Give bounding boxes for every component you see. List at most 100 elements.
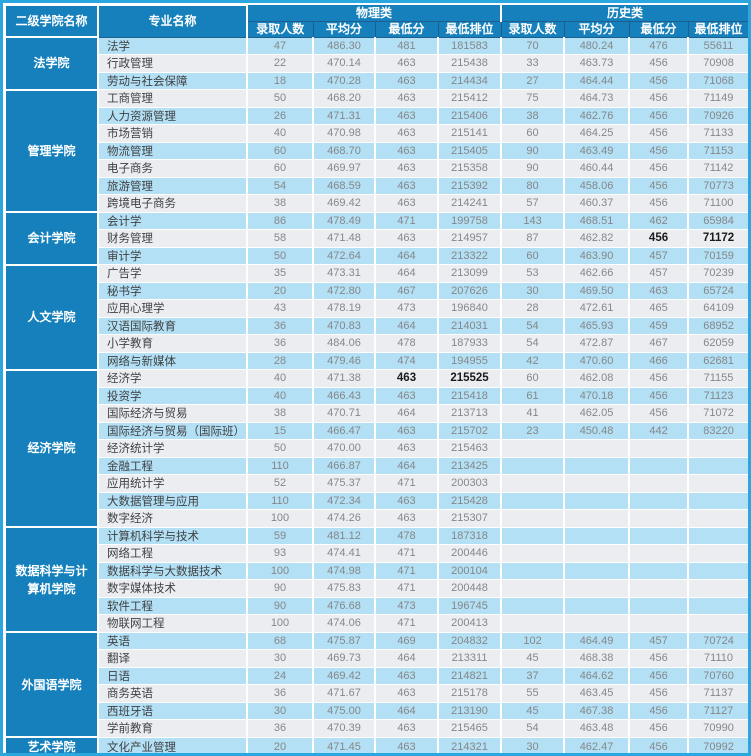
major-cell: 汉语国际教育 [98,317,248,335]
history-min-cell [629,509,690,528]
history-group-header: 历史类 [500,4,748,22]
history-count-cell: 57 [501,194,566,213]
history-min-cell: 456 [629,124,690,143]
history-rank-cell: 70239 [688,264,748,283]
history-avg-cell: 462.82 [564,229,631,248]
physics-rank-cell: 196840 [438,299,503,318]
physics-min-cell: 473 [375,299,439,318]
major-column-header: 专业名称 [97,4,248,38]
physics-count-cell: 43 [247,299,314,318]
history-avg-cell: 462.47 [564,737,631,753]
table-row: 西班牙语 30 475.00 464 213190 45 467.38 456 71127 [5,702,748,720]
physics-count-cell: 40 [247,369,314,388]
physics-count-cell: 90 [247,579,314,598]
physics-rank-cell: 215412 [438,89,503,108]
history-min-cell: 466 [629,352,690,370]
history-avg-cell: 460.44 [564,159,631,178]
physics-rank-cell: 196745 [438,597,503,615]
physics-avg-cell: 478.19 [313,299,376,318]
table-row: 物联网工程 100 474.06 471 200413 [5,614,748,633]
table-row: 行政管理 22 470.14 463 215438 33 463.73 456 70908 [5,54,748,73]
history-min-cell: 463 [629,282,690,300]
physics-avg-cell: 472.64 [313,247,376,265]
physics-avg-cell: 470.28 [313,72,376,90]
physics-avg-cell: 475.83 [313,579,376,598]
table-row: 管理学院 工商管理 50 468.20 463 215412 75 464.73 456 7114… [4,88,748,213]
table-row: 网络工程 93 474.41 471 200446 [5,544,748,563]
history-rank-cell: 71155 [688,369,748,388]
physics-min-cell: 463 [375,177,439,195]
physics-rank-cell: 200446 [438,544,503,563]
physics-min-cell: 471 [375,212,439,230]
physics-avg-cell: 473.31 [313,264,376,283]
history-avg-cell: 463.73 [564,54,631,73]
history-rank-cell: 70992 [688,737,748,753]
history-min-cell: 456 [629,387,690,405]
physics-count-cell: 30 [247,649,314,668]
history-avg-cell: 462.05 [564,404,631,423]
history-avg-cell [564,492,631,510]
history-count-cell: 27 [501,72,566,90]
major-cell: 应用心理学 [98,299,248,318]
physics-count-cell: 20 [247,282,314,300]
college-cell: 管理学院 [4,88,99,213]
history-rank-cell: 71142 [688,159,748,178]
major-cell: 商务英语 [98,684,248,703]
physics-rank-cell: 213322 [438,247,503,265]
physics-avg-cell: 478.49 [313,212,376,230]
physics-avg-cell: 468.59 [313,177,376,195]
physics-min-cell: 464 [375,317,439,335]
history-count-cell: 42 [501,352,566,370]
physics-avg-cell: 474.06 [313,614,376,633]
physics-count-cell: 68 [247,632,314,650]
history-rank-cell: 68952 [688,317,748,335]
history-avg-cell: 464.62 [564,667,631,685]
history-count-cell [501,474,566,493]
physics-min-header: 最低分 [374,21,439,38]
physics-count-cell: 20 [247,737,314,753]
history-count-cell: 87 [501,229,566,248]
physics-rank-cell: 194955 [438,352,503,370]
history-count-cell: 60 [501,247,566,265]
table-row: 网络与新媒体 28 479.46 474 194955 42 470.60 466 62681 [5,352,748,370]
history-rank-cell: 64109 [688,299,748,318]
physics-rank-cell: 215358 [438,159,503,178]
physics-count-cell: 100 [247,614,314,633]
history-avg-cell: 463.48 [564,719,631,738]
major-cell: 秘书学 [98,282,248,300]
physics-group-header: 物理类 [245,4,503,22]
major-cell: 学前教育 [98,719,248,738]
physics-avg-cell: 474.26 [313,509,376,528]
history-min-cell: 456 [629,159,690,178]
history-rank-cell: 62681 [688,352,748,370]
history-rank-cell: 62059 [688,334,748,353]
physics-count-cell: 60 [247,142,314,160]
history-avg-cell [564,562,631,580]
physics-min-cell: 463 [375,159,439,178]
table-row: 国际经济与贸易 38 470.71 464 213713 41 462.05 456 71072 [5,404,748,423]
major-cell: 旅游管理 [98,177,248,195]
physics-rank-cell: 214321 [438,737,503,753]
physics-count-cell: 36 [247,334,314,353]
physics-avg-cell: 469.97 [313,159,376,178]
table-row: 劳动与社会保障 18 470.28 463 214434 27 464.44 456 71068 [5,72,748,90]
history-rank-cell: 71100 [688,194,748,213]
major-cell: 翻译 [98,649,248,668]
history-min-cell: 456 [629,229,690,248]
physics-min-cell: 464 [375,247,439,265]
physics-min-cell: 463 [375,509,439,528]
history-avg-cell [564,509,631,528]
physics-avg-cell: 475.87 [313,632,376,650]
history-rank-cell [688,614,748,633]
history-min-cell: 456 [629,649,690,668]
physics-rank-cell: 200413 [438,614,503,633]
table-row: 法学院 法学 47 486.30 481 181583 70 480.24 476 55611 [4,36,748,91]
history-min-cell: 462 [629,212,690,230]
history-avg-cell: 472.87 [564,334,631,353]
history-count-cell: 53 [501,264,566,283]
history-avg-cell [564,544,631,563]
history-count-cell: 90 [501,159,566,178]
physics-rank-cell: 200104 [438,562,503,580]
history-count-cell: 28 [501,299,566,318]
history-avg-cell [564,579,631,598]
